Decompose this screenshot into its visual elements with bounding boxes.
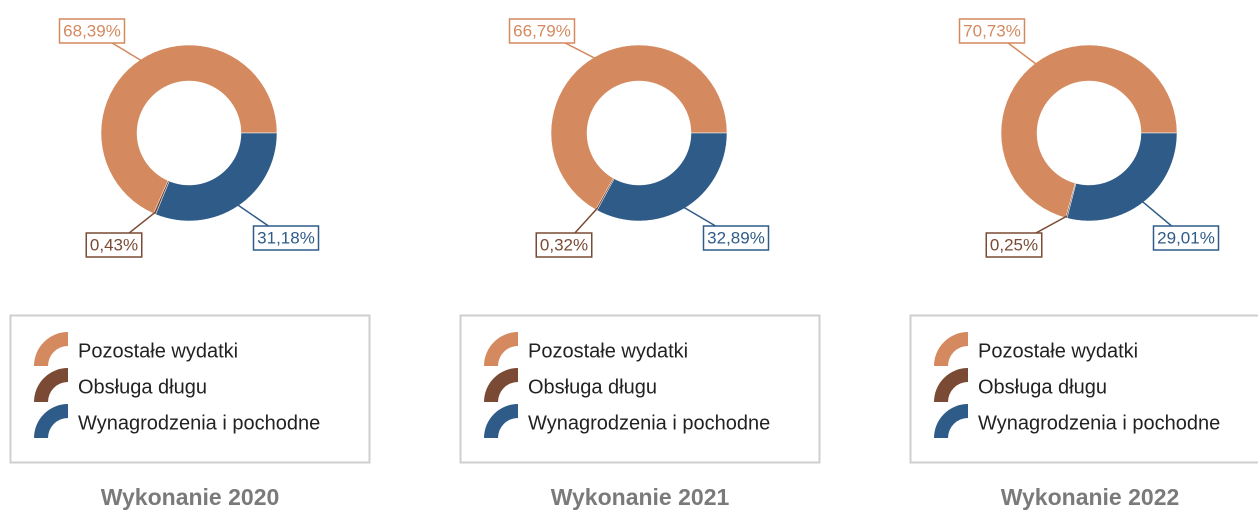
label-box (252, 225, 320, 251)
legend-label: Obsługa długu (528, 376, 657, 398)
legend-icon (34, 368, 68, 402)
label-box (1152, 225, 1220, 251)
donut-segment (550, 44, 728, 210)
legend-icon (934, 404, 968, 438)
label-box (535, 232, 593, 258)
legend-label: Obsługa długu (78, 376, 207, 398)
label-box (985, 232, 1043, 258)
legend-box (909, 314, 1258, 464)
chart-title: Wykonanie 2020 (101, 484, 280, 510)
data-label: 68,39% (63, 21, 121, 40)
label-box (85, 232, 143, 258)
legend-icon (934, 368, 968, 402)
legend-icon (484, 368, 518, 402)
legend-icon (484, 332, 518, 366)
legend-label: Wynagrodzenia i pochodne (78, 412, 320, 434)
legend-label: Pozostałe wydatki (78, 340, 238, 362)
legend-label: Wynagrodzenia i pochodne (528, 412, 770, 434)
label-box (702, 225, 770, 251)
data-label: 66,79% (513, 21, 571, 40)
legend-label: Pozostałe wydatki (528, 340, 688, 362)
legend-label: Obsługa długu (978, 376, 1107, 398)
label-box (58, 18, 126, 44)
legend-box (9, 314, 371, 464)
legend-icon (934, 332, 968, 366)
legend-icon (34, 404, 68, 438)
chart-title: Wykonanie 2022 (1001, 484, 1180, 510)
legend-label: Pozostałe wydatki (978, 340, 1138, 362)
donut-segment (100, 44, 278, 214)
label-box (508, 18, 576, 44)
data-label: 0,32% (540, 235, 588, 254)
data-label: 0,25% (990, 235, 1038, 254)
data-label: 31,18% (257, 228, 315, 247)
donut-segment (1066, 132, 1178, 222)
legend-icon (484, 404, 518, 438)
donut-segment (596, 132, 728, 222)
legend-icon (34, 332, 68, 366)
data-label: 29,01% (1157, 228, 1215, 247)
label-box (958, 18, 1026, 44)
donut-segment (155, 132, 278, 222)
data-label: 70,73% (963, 21, 1021, 40)
legend-label: Wynagrodzenia i pochodne (978, 412, 1220, 434)
data-label: 0,43% (90, 235, 138, 254)
data-label: 32,89% (707, 228, 765, 247)
chart-title: Wykonanie 2021 (551, 484, 730, 510)
donut-segment (1000, 44, 1178, 219)
legend-box (459, 314, 821, 464)
